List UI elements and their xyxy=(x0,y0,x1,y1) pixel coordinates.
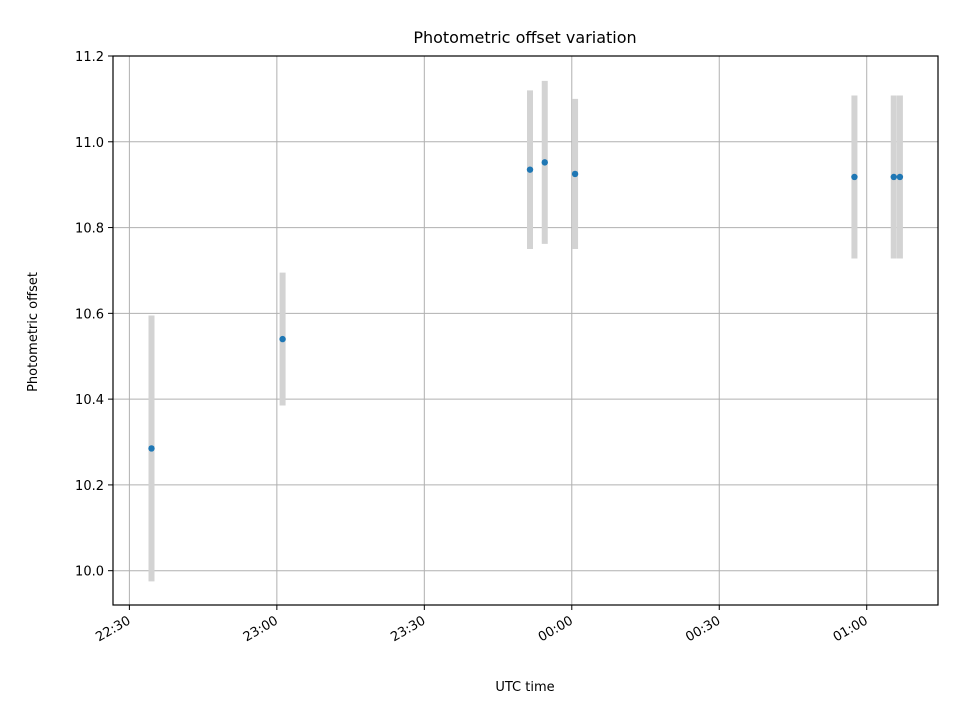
data-point xyxy=(541,159,548,166)
y-axis-label: Photometric offset xyxy=(26,272,41,392)
data-point xyxy=(279,335,286,343)
chart-title: Photometric offset variation xyxy=(413,28,636,47)
data-point xyxy=(896,173,904,181)
grid-layer xyxy=(113,55,938,605)
data-point xyxy=(851,173,858,181)
x-tick-label: 01:00 xyxy=(831,613,871,645)
data-point xyxy=(890,173,897,181)
x-axis-label: UTC time xyxy=(495,680,554,695)
errorbar-layer xyxy=(148,80,903,582)
y-tick-label: 10.4 xyxy=(75,393,104,408)
x-tick-label: 00:00 xyxy=(536,613,576,645)
data-point xyxy=(571,170,579,178)
y-tick-label: 11.0 xyxy=(75,136,104,151)
x-tick-label: 23:30 xyxy=(388,613,428,645)
data-point xyxy=(148,445,155,452)
x-tick-label: 00:30 xyxy=(683,613,723,645)
y-tick-label: 10.8 xyxy=(75,222,104,237)
x-tick-label: 22:30 xyxy=(93,613,133,645)
tick-layer: 22:30 23:00 23:30 00:00 00:30 01:00 10.0 10.2 10… xyxy=(75,50,871,645)
x-tick-label: 23:00 xyxy=(241,613,281,645)
y-tick-label: 10.6 xyxy=(75,307,104,322)
point-layer xyxy=(148,159,904,452)
plot-area-frame xyxy=(112,55,939,606)
y-tick-label: 10.2 xyxy=(75,479,104,494)
y-tick-label: 11.2 xyxy=(75,50,104,65)
data-point xyxy=(526,166,534,173)
y-tick-label: 10.0 xyxy=(75,565,104,580)
